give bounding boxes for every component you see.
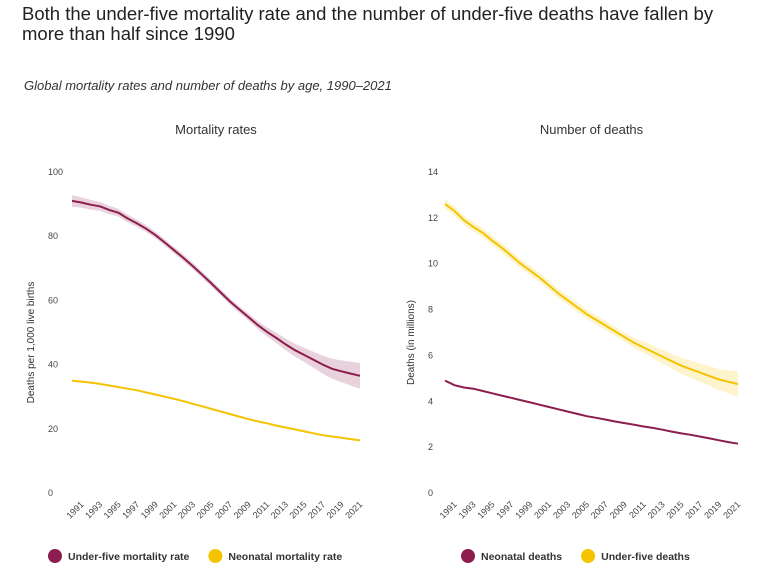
x-tick-label: 2017 bbox=[683, 499, 704, 520]
subtitle: Global mortality rates and number of dea… bbox=[24, 78, 392, 93]
y-tick-label: 40 bbox=[48, 360, 58, 370]
y-tick-label: 20 bbox=[48, 424, 58, 434]
panel-title: Mortality rates bbox=[175, 122, 257, 137]
legend-swatch bbox=[48, 549, 62, 563]
x-tick-label: 2003 bbox=[551, 499, 572, 520]
y-tick-label: 0 bbox=[428, 488, 433, 498]
uncertainty-band bbox=[72, 195, 360, 389]
x-tick-label: 1991 bbox=[64, 499, 85, 520]
y-tick-label: 8 bbox=[428, 305, 433, 315]
y-tick-label: 12 bbox=[428, 213, 438, 223]
x-tick-label: 2019 bbox=[702, 499, 723, 520]
uncertainty-band bbox=[445, 199, 738, 397]
legend-label: Neonatal mortality rate bbox=[228, 551, 342, 563]
x-tick-label: 2005 bbox=[570, 499, 591, 520]
legend-swatch bbox=[208, 549, 223, 563]
x-tick-label: 2011 bbox=[627, 499, 648, 520]
x-tick-label: 2013 bbox=[646, 499, 667, 520]
y-tick-label: 10 bbox=[428, 259, 438, 269]
title-box: Both the under-five mortality rate and t… bbox=[22, 4, 714, 44]
legend-label: Under-five deaths bbox=[601, 551, 690, 563]
x-tick-label: 2007 bbox=[213, 499, 234, 520]
x-tick-label: 2001 bbox=[532, 499, 553, 520]
x-tick-label: 2017 bbox=[306, 499, 327, 520]
x-tick-label: 2011 bbox=[251, 499, 272, 520]
x-tick-label: 1999 bbox=[513, 499, 534, 520]
y-tick-label: 0 bbox=[48, 488, 53, 498]
x-tick-label: 2001 bbox=[157, 499, 178, 520]
main-title: Both the under-five mortality rate and t… bbox=[22, 4, 714, 44]
y-tick-label: 14 bbox=[428, 167, 438, 177]
x-tick-label: 2019 bbox=[325, 499, 346, 520]
legend-swatch bbox=[461, 549, 475, 563]
y-tick-label: 80 bbox=[48, 231, 58, 241]
x-tick-label: 2009 bbox=[232, 499, 253, 520]
x-tick-label: 2015 bbox=[287, 499, 308, 520]
series-line bbox=[71, 199, 361, 377]
x-tick-label: 2009 bbox=[608, 499, 629, 520]
y-tick-label: 4 bbox=[428, 396, 433, 406]
x-tick-label: 2015 bbox=[664, 499, 685, 520]
x-tick-label: 2005 bbox=[195, 499, 216, 520]
panel-title: Number of deaths bbox=[540, 122, 644, 137]
series-line bbox=[71, 379, 361, 442]
x-tick-label: 2013 bbox=[269, 499, 290, 520]
legend-swatch bbox=[581, 549, 596, 563]
y-tick-label: 60 bbox=[48, 295, 58, 305]
y-tick-label: 100 bbox=[48, 167, 63, 177]
y-tick-label: 6 bbox=[428, 350, 433, 360]
x-tick-label: 2007 bbox=[589, 499, 610, 520]
legend-label: Neonatal deaths bbox=[481, 551, 562, 563]
y-axis-label: Deaths per 1,000 live births bbox=[26, 282, 37, 404]
x-tick-label: 2003 bbox=[176, 499, 197, 520]
series-line bbox=[444, 379, 739, 445]
y-tick-label: 2 bbox=[428, 442, 433, 452]
x-tick-label: 1993 bbox=[83, 499, 104, 520]
x-tick-label: 1995 bbox=[102, 499, 123, 520]
series-line bbox=[444, 203, 739, 386]
x-tick-label: 1997 bbox=[120, 499, 141, 520]
x-tick-label: 2021 bbox=[721, 499, 742, 520]
x-tick-label: 1995 bbox=[475, 499, 496, 520]
x-tick-label: 2021 bbox=[343, 499, 364, 520]
x-tick-label: 1997 bbox=[494, 499, 515, 520]
x-tick-label: 1999 bbox=[139, 499, 160, 520]
y-axis-label: Deaths (in millions) bbox=[406, 300, 417, 385]
legend-label: Under-five mortality rate bbox=[68, 551, 190, 563]
x-tick-label: 1993 bbox=[457, 499, 478, 520]
x-tick-label: 1991 bbox=[438, 499, 459, 520]
